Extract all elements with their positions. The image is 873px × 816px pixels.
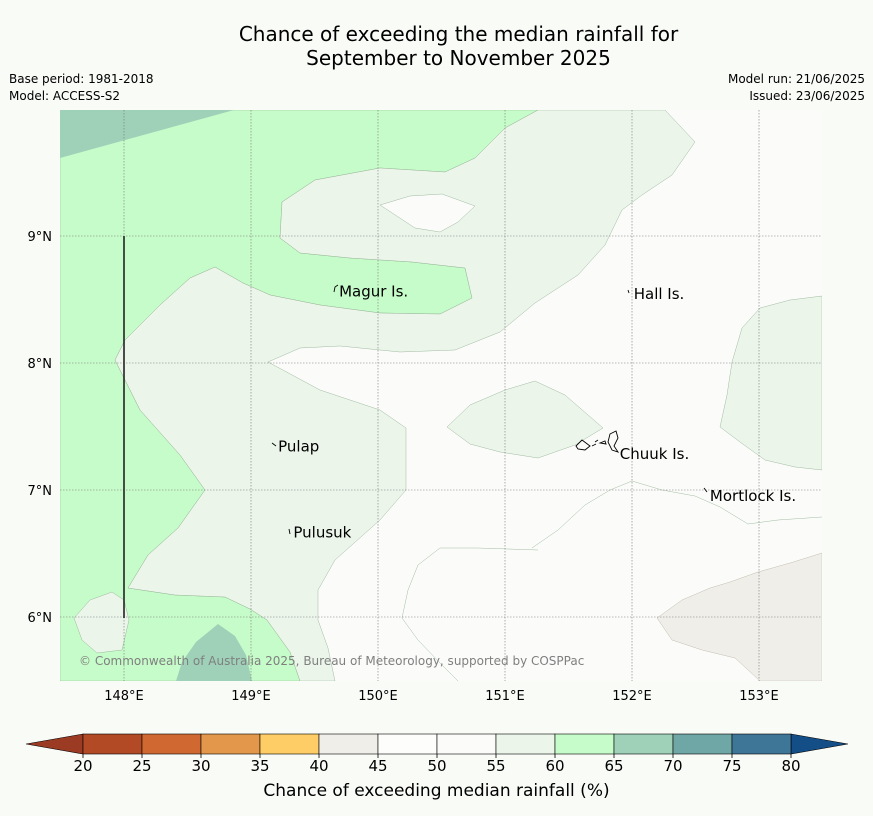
colorbar-tick-label: 55 (486, 757, 505, 775)
colorbar-tick-label: 65 (604, 757, 623, 775)
lat-tick-label: 6°N (28, 611, 53, 626)
colorbar-swatch (731, 733, 792, 755)
place-label: Pulap (278, 437, 319, 455)
issued-text: Issued: 23/06/2025 (749, 89, 865, 103)
colorbar-tick-label: 40 (309, 757, 328, 775)
island-chuuk (575, 430, 620, 453)
colorbar: 20 25 30 35 40 45 50 55 60 65 70 75 80 (25, 733, 849, 775)
colorbar-swatch (377, 733, 438, 755)
copyright-notice: © Commonwealth of Australia 2025, Bureau… (79, 654, 584, 668)
lon-tick-label: 150°E (358, 689, 398, 704)
island-magur (333, 284, 339, 293)
title-line-2: September to November 2025 (306, 46, 611, 70)
region-55-60-chuuk (446, 380, 604, 459)
lat-tick-label: 8°N (28, 357, 53, 372)
base-period-info: Base period: 1981-2018 Model: ACCESS-S2 (9, 71, 154, 105)
colorbar-tick-label: 25 (132, 757, 151, 775)
place-labels: Magur Is. Hall Is. Pulap Chuuk Is. Mortlock … (278, 282, 796, 541)
colorbar-swatch (82, 733, 143, 755)
colorbar-tick-label: 20 (73, 757, 92, 775)
colorbar-swatch (495, 733, 556, 755)
colorbar-tick-label: 70 (663, 757, 682, 775)
colorbar-tick-label: 35 (250, 757, 269, 775)
colorbar-swatch (141, 733, 202, 755)
colorbar-title: Chance of exceeding median rainfall (%) (263, 781, 610, 801)
map-area (60, 110, 822, 681)
colorbar-swatch (318, 733, 379, 755)
lat-tick-label: 9°N (28, 230, 53, 245)
place-label: Magur Is. (339, 282, 408, 300)
lon-tick-label: 151°E (485, 689, 525, 704)
lat-tick-label: 7°N (28, 484, 53, 499)
colorbar-swatch (554, 733, 615, 755)
region-65-70-south (176, 624, 252, 681)
contour-line-south (401, 547, 539, 681)
place-label: Pulusuk (293, 524, 351, 542)
place-label: Chuuk Is. (620, 445, 689, 463)
colorbar-swatch (200, 733, 261, 755)
lon-tick-label: 153°E (739, 689, 779, 704)
region-65-70-northwest (60, 110, 234, 158)
region-55-60-southwest (73, 591, 130, 654)
place-label: Mortlock Is. (710, 487, 796, 505)
base-period-text: Base period: 1981-2018 (9, 72, 154, 86)
lon-tick-label: 152°E (612, 689, 652, 704)
lon-tick-label: 149°E (231, 689, 271, 704)
colorbar-tick-label: 60 (545, 757, 564, 775)
region-55-60-east (719, 295, 822, 471)
model-run-text: Model run: 21/06/2025 (727, 72, 865, 86)
chart-title: Chance of exceeding the median rainfall … (0, 22, 873, 70)
colorbar-tick-label: 45 (368, 757, 387, 775)
colorbar-tick-label: 75 (722, 757, 741, 775)
island-pulap (271, 442, 277, 447)
colorbar-swatch (259, 733, 320, 755)
colorbar-swatch (436, 733, 497, 755)
colorbar-over-arrow (790, 733, 849, 755)
colorbar-tick-label: 30 (191, 757, 210, 775)
colorbar-swatch (613, 733, 674, 755)
colorbar-swatch (672, 733, 733, 755)
place-label: Hall Is. (634, 285, 685, 303)
island-pulusuk (288, 528, 291, 535)
island-mortlock (703, 487, 708, 493)
region-45-55-north (379, 193, 476, 233)
islands (271, 284, 708, 535)
region-55-60-central (114, 110, 696, 681)
colorbar-tick-label: 80 (781, 757, 800, 775)
contour-line-east (531, 480, 822, 549)
island-hall (627, 289, 630, 294)
colorbar-tick-label: 50 (427, 757, 446, 775)
model-run-info: Model run: 21/06/2025 Issued: 23/06/2025 (728, 71, 865, 105)
lon-tick-label: 148°E (104, 689, 144, 704)
title-line-1: Chance of exceeding the median rainfall … (238, 22, 679, 46)
model-text: Model: ACCESS-S2 (9, 89, 121, 103)
axis-labels: 148°E 149°E 150°E 151°E 152°E 153°E 9°N 8°N 7°N 6… (28, 230, 779, 704)
colorbar-under-arrow (25, 733, 84, 755)
graticule (60, 110, 822, 681)
